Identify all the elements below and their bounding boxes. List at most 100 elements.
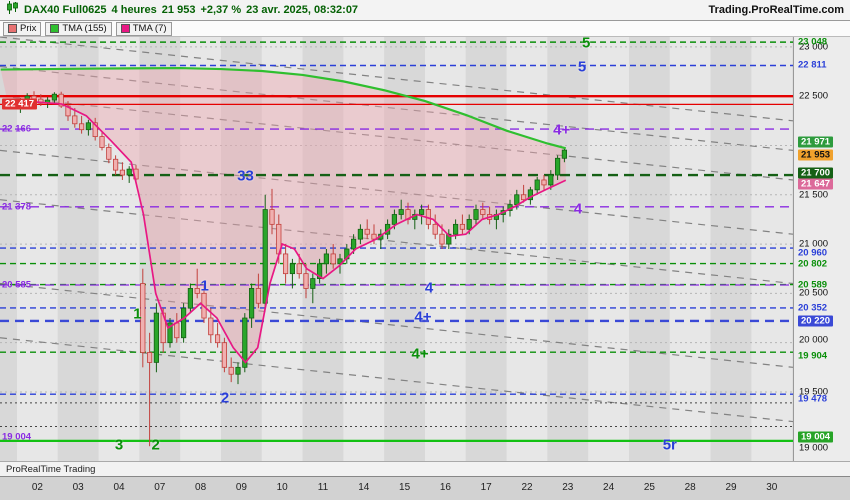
legend-chip-tma7[interactable]: TMA (7) [115, 21, 172, 36]
tma7-color-swatch [120, 24, 130, 33]
candle [146, 352, 153, 363]
price-level-label: 20 802 [798, 258, 828, 270]
tma155-line[interactable] [0, 66, 567, 150]
candle [140, 283, 146, 353]
candle [174, 322, 180, 339]
date-label: 22 [521, 482, 533, 493]
candle [167, 322, 173, 344]
wave-annotation[interactable]: 2 [151, 436, 160, 454]
date-label: 11 [317, 482, 329, 493]
date-label: 03 [72, 482, 84, 493]
candle [72, 115, 78, 125]
tma155-color-swatch [50, 24, 60, 33]
date-label: 25 [643, 482, 655, 493]
date-label: 29 [725, 482, 737, 493]
wave-annotation[interactable]: 5 [581, 37, 591, 52]
left-price-label: 20 585 [2, 279, 32, 291]
tma7-line[interactable] [8, 101, 567, 364]
candle [269, 209, 275, 225]
candle [99, 136, 105, 148]
wave-annotation[interactable]: 1 [200, 277, 209, 295]
price-level-label: 20 352 [798, 302, 828, 314]
price-level-label: 21 700 [798, 167, 834, 179]
header-bar: DAX40 Full0625 4 heures 21 953 +2,37 % 2… [0, 0, 850, 21]
price-chart[interactable]: 5 5 4+ 33 4 1 4 1 4+ 4+ 2 3 2 5r 22 417 22 166 21 378 20 … [0, 37, 793, 461]
candle [214, 334, 221, 344]
candle [459, 223, 466, 230]
price-level-label: 19 004 [798, 431, 834, 443]
price-level-label: 21 971 [798, 136, 834, 148]
y-axis-tick: 21 500 [799, 189, 829, 201]
candle [323, 253, 330, 265]
horizontal-levels[interactable] [0, 41, 793, 442]
date-label: 28 [684, 482, 696, 493]
date-label: 04 [113, 482, 125, 493]
candle [262, 209, 268, 304]
left-price-label: 22 166 [2, 123, 32, 135]
candle [282, 253, 289, 275]
candle [350, 238, 357, 250]
wave-annotation[interactable]: 2 [220, 389, 230, 407]
wave-annotation[interactable]: 4 [573, 200, 583, 218]
legend-chip-price[interactable]: Prix [3, 21, 42, 36]
candle [51, 93, 58, 101]
legend-label: TMA (155) [62, 23, 107, 34]
date-label: 24 [603, 482, 615, 493]
candle [119, 169, 125, 176]
date-label: 23 [562, 482, 574, 493]
candle [534, 179, 540, 191]
price-level-label: 19 904 [798, 350, 828, 362]
candle [371, 233, 377, 240]
wave-annotation[interactable]: 3 [114, 436, 124, 454]
price-chart-canvas[interactable] [0, 37, 793, 461]
wave-annotation[interactable]: 4+ [411, 345, 429, 363]
price-level-label: 23 048 [798, 37, 828, 48]
candle [527, 189, 534, 201]
price-level-label: 21 953 [798, 149, 834, 161]
tma-fill-area [0, 68, 566, 363]
legend-chip-tma155[interactable]: TMA (155) [45, 21, 112, 36]
candle [514, 194, 520, 206]
price-level-label: 20 960 [798, 247, 828, 259]
price-level-label: 20 589 [798, 279, 828, 291]
chart-region: 5 5 4+ 33 4 1 4 1 4+ 4+ 2 3 2 5r 22 417 22 166 21 378 20 … [0, 37, 850, 461]
wave-annotation[interactable]: 4 [424, 279, 434, 297]
wave-annotation[interactable]: 5r [662, 436, 677, 454]
wave-annotation[interactable]: 1 [133, 305, 142, 323]
candle [65, 105, 71, 117]
candle [303, 273, 309, 289]
wave-annotation[interactable]: 4+ [414, 308, 432, 326]
wave-annotation[interactable]: 33 [237, 167, 254, 185]
price-level-label: 19 478 [798, 393, 828, 405]
candlestick-icon [6, 1, 19, 19]
date-label: 17 [480, 482, 492, 493]
candle [561, 149, 568, 159]
candle [248, 288, 255, 319]
left-price-label: 19 004 [2, 431, 32, 443]
price-level-label: 22 811 [798, 59, 827, 71]
candle [153, 312, 159, 363]
instrument-info: DAX40 Full0625 4 heures 21 953 +2,37 % 2… [6, 1, 358, 19]
price-axis[interactable]: 23 000 22 500 21 500 21 000 20 500 20 000 19 5… [793, 37, 850, 461]
wave-annotation[interactable]: 4+ [553, 121, 571, 139]
date-label: 15 [399, 482, 411, 493]
last-price: 21 953 [161, 4, 196, 16]
date-label: 02 [31, 482, 43, 493]
y-axis-tick: 23 000 [799, 41, 829, 53]
time-axis[interactable]: 02 03 04 07 08 09 10 11 14 15 16 17 22 23 24 25 28 29 30 [0, 476, 850, 500]
y-axis-tick: 20 000 [799, 334, 829, 346]
candle [194, 288, 200, 294]
wave-annotation[interactable]: 5 [577, 58, 587, 76]
candle [296, 263, 302, 275]
candle [446, 233, 452, 245]
date-label: 10 [276, 482, 288, 493]
prorealtime-site-link[interactable]: Trading.ProRealTime.com [708, 4, 844, 16]
price-level-label: 20 220 [798, 315, 834, 327]
left-price-label: 21 378 [2, 201, 32, 213]
brand-watermark: ProRealTime Trading [6, 463, 96, 475]
candle [452, 223, 459, 235]
candle [330, 253, 336, 265]
candle [521, 194, 527, 201]
candle [316, 263, 323, 279]
